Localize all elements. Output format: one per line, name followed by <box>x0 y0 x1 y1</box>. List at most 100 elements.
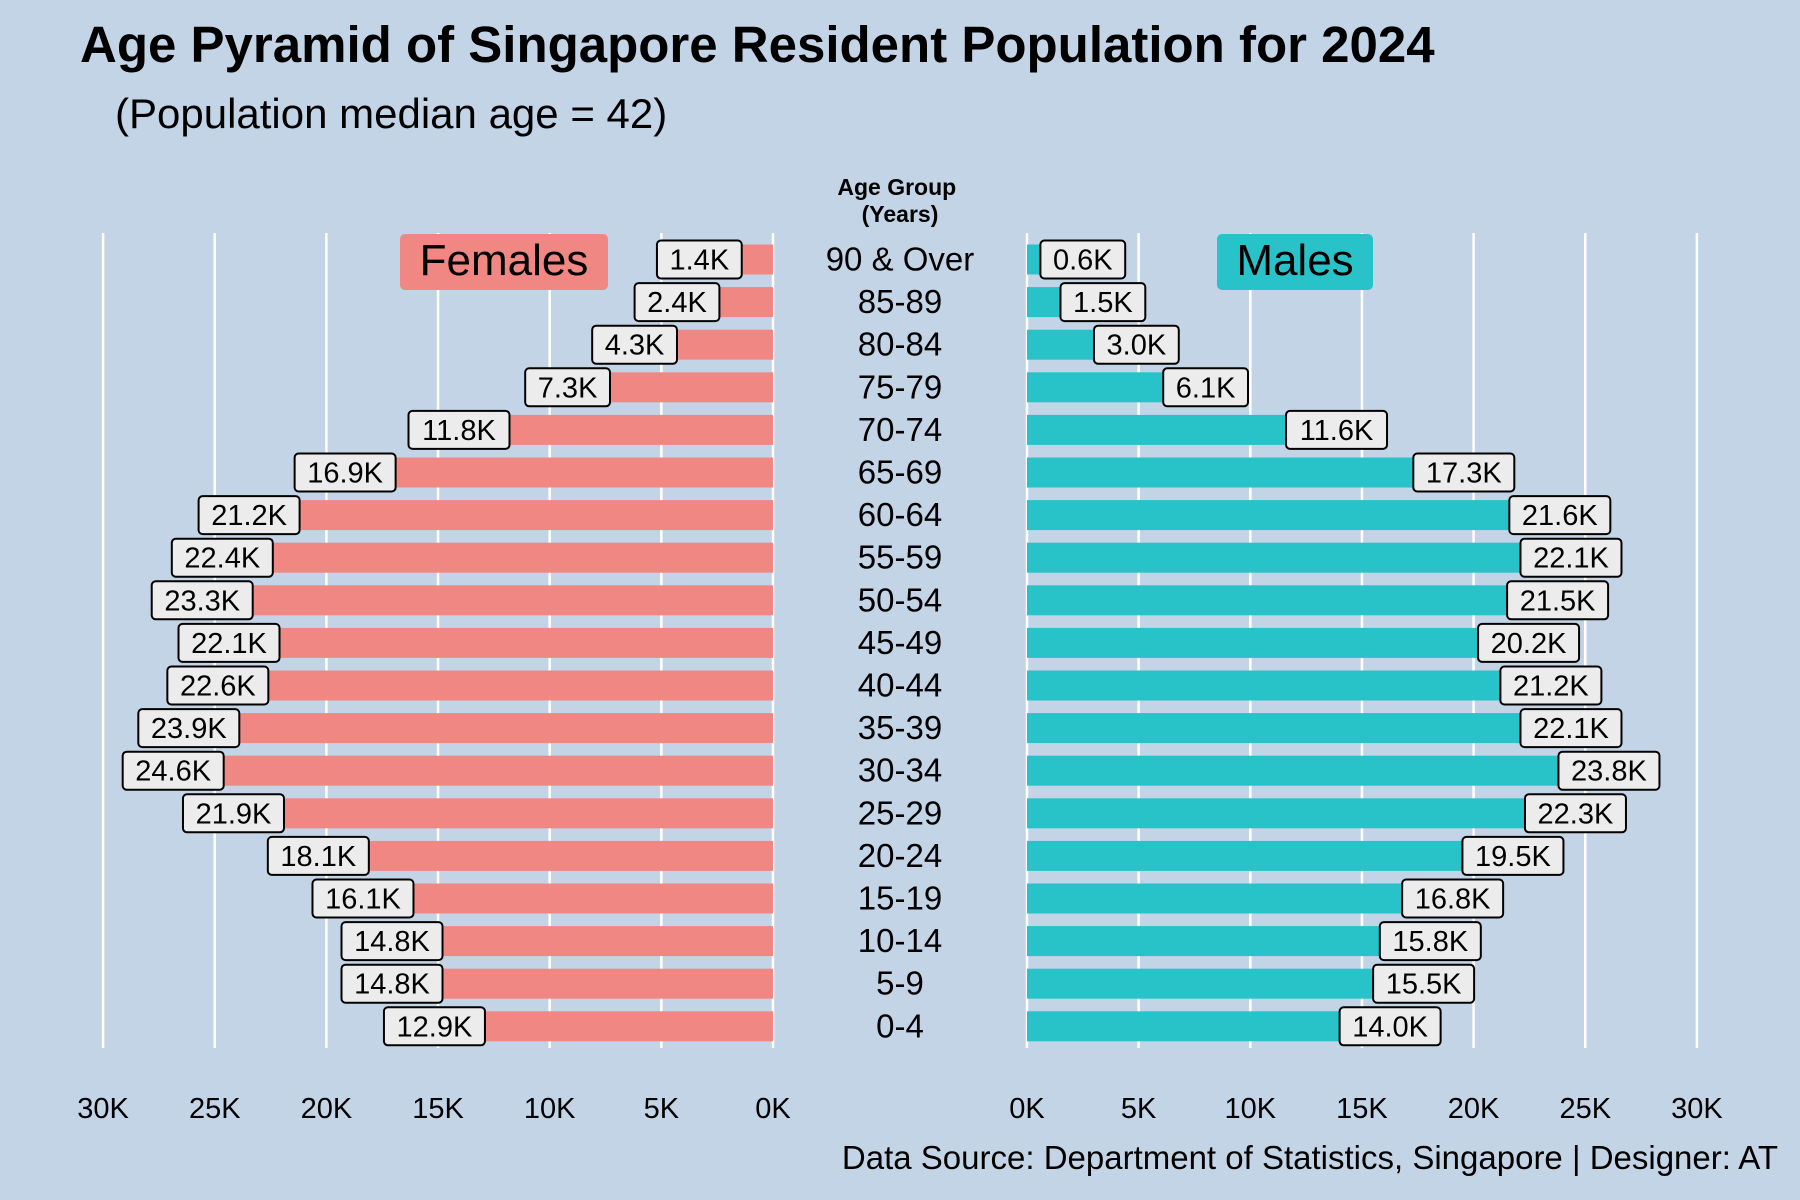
age-group-label: 55-59 <box>858 539 942 576</box>
value-label-female: 12.9K <box>397 1011 473 1043</box>
value-label-female: 7.3K <box>538 372 598 404</box>
value-label-male: 16.8K <box>1415 884 1491 916</box>
x-tick-label-female: 20K <box>301 1093 353 1125</box>
value-label-male: 14.0K <box>1352 1011 1428 1043</box>
bar-male <box>1027 968 1374 999</box>
age-group-label: 0-4 <box>876 1007 924 1044</box>
bar-male <box>1027 713 1521 744</box>
age-group-label: 45-49 <box>858 624 942 661</box>
value-label-box-female <box>137 708 241 749</box>
value-label-box-female <box>382 1006 486 1047</box>
bar-female <box>283 798 773 829</box>
value-label-male: 11.6K <box>1300 415 1374 447</box>
legend: Females Males <box>400 234 1373 290</box>
bar-female <box>395 457 773 488</box>
x-tick-label-female: 0K <box>755 1093 791 1125</box>
value-label-female: 21.9K <box>196 798 272 830</box>
x-tick-label-male: 10K <box>1224 1093 1276 1125</box>
bar-female <box>609 372 773 403</box>
value-label-box-male <box>1059 282 1147 323</box>
value-label-female: 22.4K <box>184 543 260 575</box>
value-label-box-female <box>166 665 270 706</box>
value-label-box-male <box>1499 665 1603 706</box>
value-label-box-female <box>150 580 254 621</box>
value-label-female: 24.6K <box>135 756 211 788</box>
value-label-box-male <box>1285 409 1389 450</box>
value-label-box-female <box>197 495 301 536</box>
value-label-female: 16.9K <box>307 458 383 490</box>
x-tick-label-female: 25K <box>189 1093 241 1125</box>
bar-male <box>1027 457 1414 488</box>
value-label-female: 2.4K <box>647 287 707 319</box>
x-tick-label-female: 5K <box>644 1093 680 1125</box>
bars <box>223 244 1559 1042</box>
bar-female <box>272 542 773 573</box>
legend-male-label: Males <box>1236 236 1353 285</box>
value-label-box-male <box>1372 963 1476 1004</box>
value-label-box-female <box>655 239 743 280</box>
value-label-box-male <box>1461 835 1565 876</box>
value-label-female: 11.8K <box>422 415 496 447</box>
value-label-box-male <box>1412 452 1516 493</box>
value-label-box-female <box>524 367 611 408</box>
chart-caption: Data Source: Department of Statistics, S… <box>842 1139 1778 1176</box>
age-group-label: 10-14 <box>858 922 942 959</box>
x-tick-label-male: 30K <box>1671 1093 1723 1125</box>
value-label-box-male <box>1092 324 1180 365</box>
age-group-label: 5-9 <box>876 965 924 1002</box>
bar-female <box>223 755 773 786</box>
value-label-box-female <box>170 537 274 578</box>
value-label-box-male <box>1338 1006 1442 1047</box>
bar-female <box>719 287 773 318</box>
bar-female <box>279 627 773 658</box>
age-group-label: 70-74 <box>858 411 942 448</box>
bar-female <box>509 414 773 445</box>
bar-female <box>442 968 773 999</box>
age-group-labels: 90 & Over 85-89 80-84 75-79 70-74 65-69 60-64 5… <box>826 241 975 1045</box>
value-label-female: 23.9K <box>151 713 227 745</box>
bar-male <box>1027 287 1061 318</box>
bar-female <box>413 883 773 914</box>
value-label-box-female <box>633 282 721 323</box>
age-group-label: 60-64 <box>858 496 942 533</box>
age-group-axis-title: Age Group (Years) <box>837 174 962 227</box>
value-label-box-male <box>1508 495 1612 536</box>
x-tick-label-female: 10K <box>524 1093 576 1125</box>
age-group-label: 50-54 <box>858 581 942 618</box>
bar-male <box>1027 500 1510 531</box>
value-label-male: 22.1K <box>1533 543 1609 575</box>
legend-female-swatch <box>400 234 608 290</box>
age-group-axis-title-line1: Age Group <box>837 174 956 200</box>
bar-female <box>676 329 773 360</box>
bar-male <box>1027 798 1525 829</box>
x-tick-label-female: 30K <box>77 1093 129 1125</box>
value-label-box-female <box>340 921 444 962</box>
bar-male <box>1027 244 1041 275</box>
value-label-box-female <box>311 878 415 919</box>
value-label-box-female <box>121 750 225 791</box>
chart-title: Age Pyramid of Singapore Resident Popula… <box>80 16 1435 73</box>
bar-female <box>442 926 773 957</box>
bar-male <box>1027 670 1501 701</box>
value-label-male: 22.3K <box>1538 798 1614 830</box>
value-label-male: 1.5K <box>1073 287 1133 319</box>
value-label-box-male <box>1378 921 1482 962</box>
bar-male <box>1027 329 1094 360</box>
value-label-female: 21.2K <box>211 500 287 532</box>
value-label-female: 16.1K <box>325 884 401 916</box>
value-label-male: 15.8K <box>1392 926 1468 958</box>
bar-male <box>1027 372 1164 403</box>
value-label-box-male <box>1557 750 1661 791</box>
value-label-box-male <box>1039 239 1127 280</box>
age-group-label: 80-84 <box>858 326 942 363</box>
value-label-box-male <box>1477 622 1581 663</box>
value-label-male: 21.6K <box>1522 500 1598 532</box>
value-label-box-male <box>1523 793 1627 834</box>
x-tick-label-male: 25K <box>1559 1093 1611 1125</box>
bar-female <box>252 585 773 616</box>
legend-female-label: Females <box>420 236 589 285</box>
bar-male <box>1027 883 1403 914</box>
value-labels: 1.4K 0.6K 2.4K 1.5K 4.3K 3.0K 7.3K 6.1K 11.8K 11.… <box>121 239 1661 1047</box>
x-tick-label-female: 15K <box>412 1093 464 1125</box>
